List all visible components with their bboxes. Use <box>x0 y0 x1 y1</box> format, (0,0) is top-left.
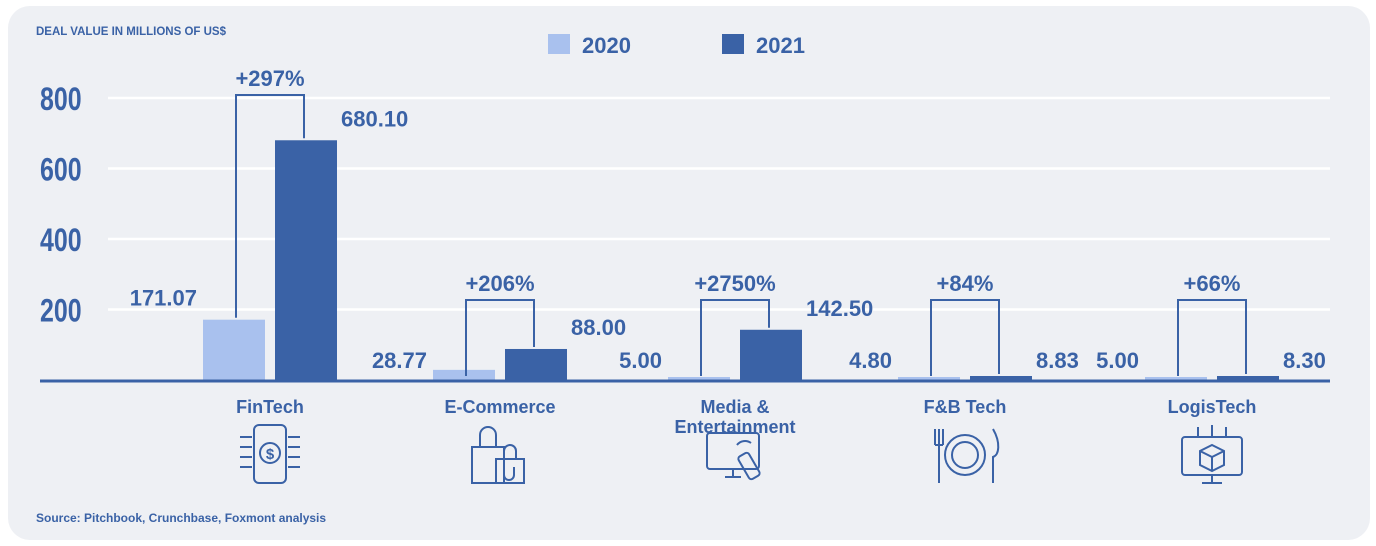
category-label: E-Commerce <box>444 397 555 417</box>
growth-bracket <box>930 299 1000 376</box>
tv-remote-icon <box>706 432 761 481</box>
value-label-2020: 4.80 <box>849 348 892 373</box>
value-label-2021: 8.83 <box>1036 348 1079 373</box>
y-tick-label: 200 <box>40 294 82 330</box>
category-label: LogisTech <box>1168 397 1257 417</box>
growth-bracket <box>465 299 535 376</box>
bar-2021-2 <box>740 329 802 380</box>
growth-label: +297% <box>235 66 304 91</box>
bar-2021-3 <box>970 376 1032 380</box>
bar-2020-0 <box>203 319 265 380</box>
y-tick-label: 600 <box>40 153 82 189</box>
category-label: Entertainment <box>674 417 795 437</box>
legend-swatch-2021 <box>722 34 744 54</box>
value-label-2021: 8.30 <box>1283 348 1326 373</box>
growth-bracket <box>700 299 770 376</box>
chart-title: DEAL VALUE IN MILLIONS OF US$ <box>36 26 227 38</box>
y-tick-label: 400 <box>40 223 82 259</box>
category-label: Media & <box>700 397 769 417</box>
legend-swatch-2020 <box>548 34 570 54</box>
category-label: F&B Tech <box>924 397 1007 417</box>
value-label-2020: 5.00 <box>619 348 662 373</box>
bar-2020-1 <box>433 369 495 380</box>
bar-2020-4 <box>1145 377 1207 380</box>
value-label-2021: 680.10 <box>341 106 408 131</box>
category-label: FinTech <box>236 397 304 417</box>
growth-label: +206% <box>465 271 534 296</box>
y-tick-label: 800 <box>40 82 82 118</box>
value-label-2020: 5.00 <box>1096 348 1139 373</box>
value-label-2021: 88.00 <box>571 315 626 340</box>
bar-2020-2 <box>668 377 730 380</box>
growth-label: +84% <box>937 271 994 296</box>
legend-label-2021: 2021 <box>756 33 805 58</box>
source-note: Source: Pitchbook, Crunchbase, Foxmont a… <box>36 511 326 525</box>
growth-bracket <box>1177 299 1247 376</box>
growth-label: +66% <box>1184 271 1241 296</box>
value-label-2021: 142.50 <box>806 296 873 321</box>
bar-2021-1 <box>505 348 567 380</box>
value-label-2020: 171.07 <box>130 286 197 311</box>
box-monitor-icon <box>1181 425 1243 484</box>
fintech-phone-dollar-icon: $ <box>240 424 300 484</box>
bar-2021-0 <box>275 140 337 380</box>
legend-label-2020: 2020 <box>582 33 631 58</box>
bar-2021-4 <box>1217 376 1279 380</box>
growth-label: +2750% <box>694 271 775 296</box>
shopping-bags-icon <box>471 426 525 484</box>
svg-text:$: $ <box>266 446 275 463</box>
growth-bracket <box>235 94 305 318</box>
value-label-2020: 28.77 <box>372 348 427 373</box>
bar-2020-3 <box>898 377 960 380</box>
plate-fork-knife-icon <box>934 428 1000 483</box>
